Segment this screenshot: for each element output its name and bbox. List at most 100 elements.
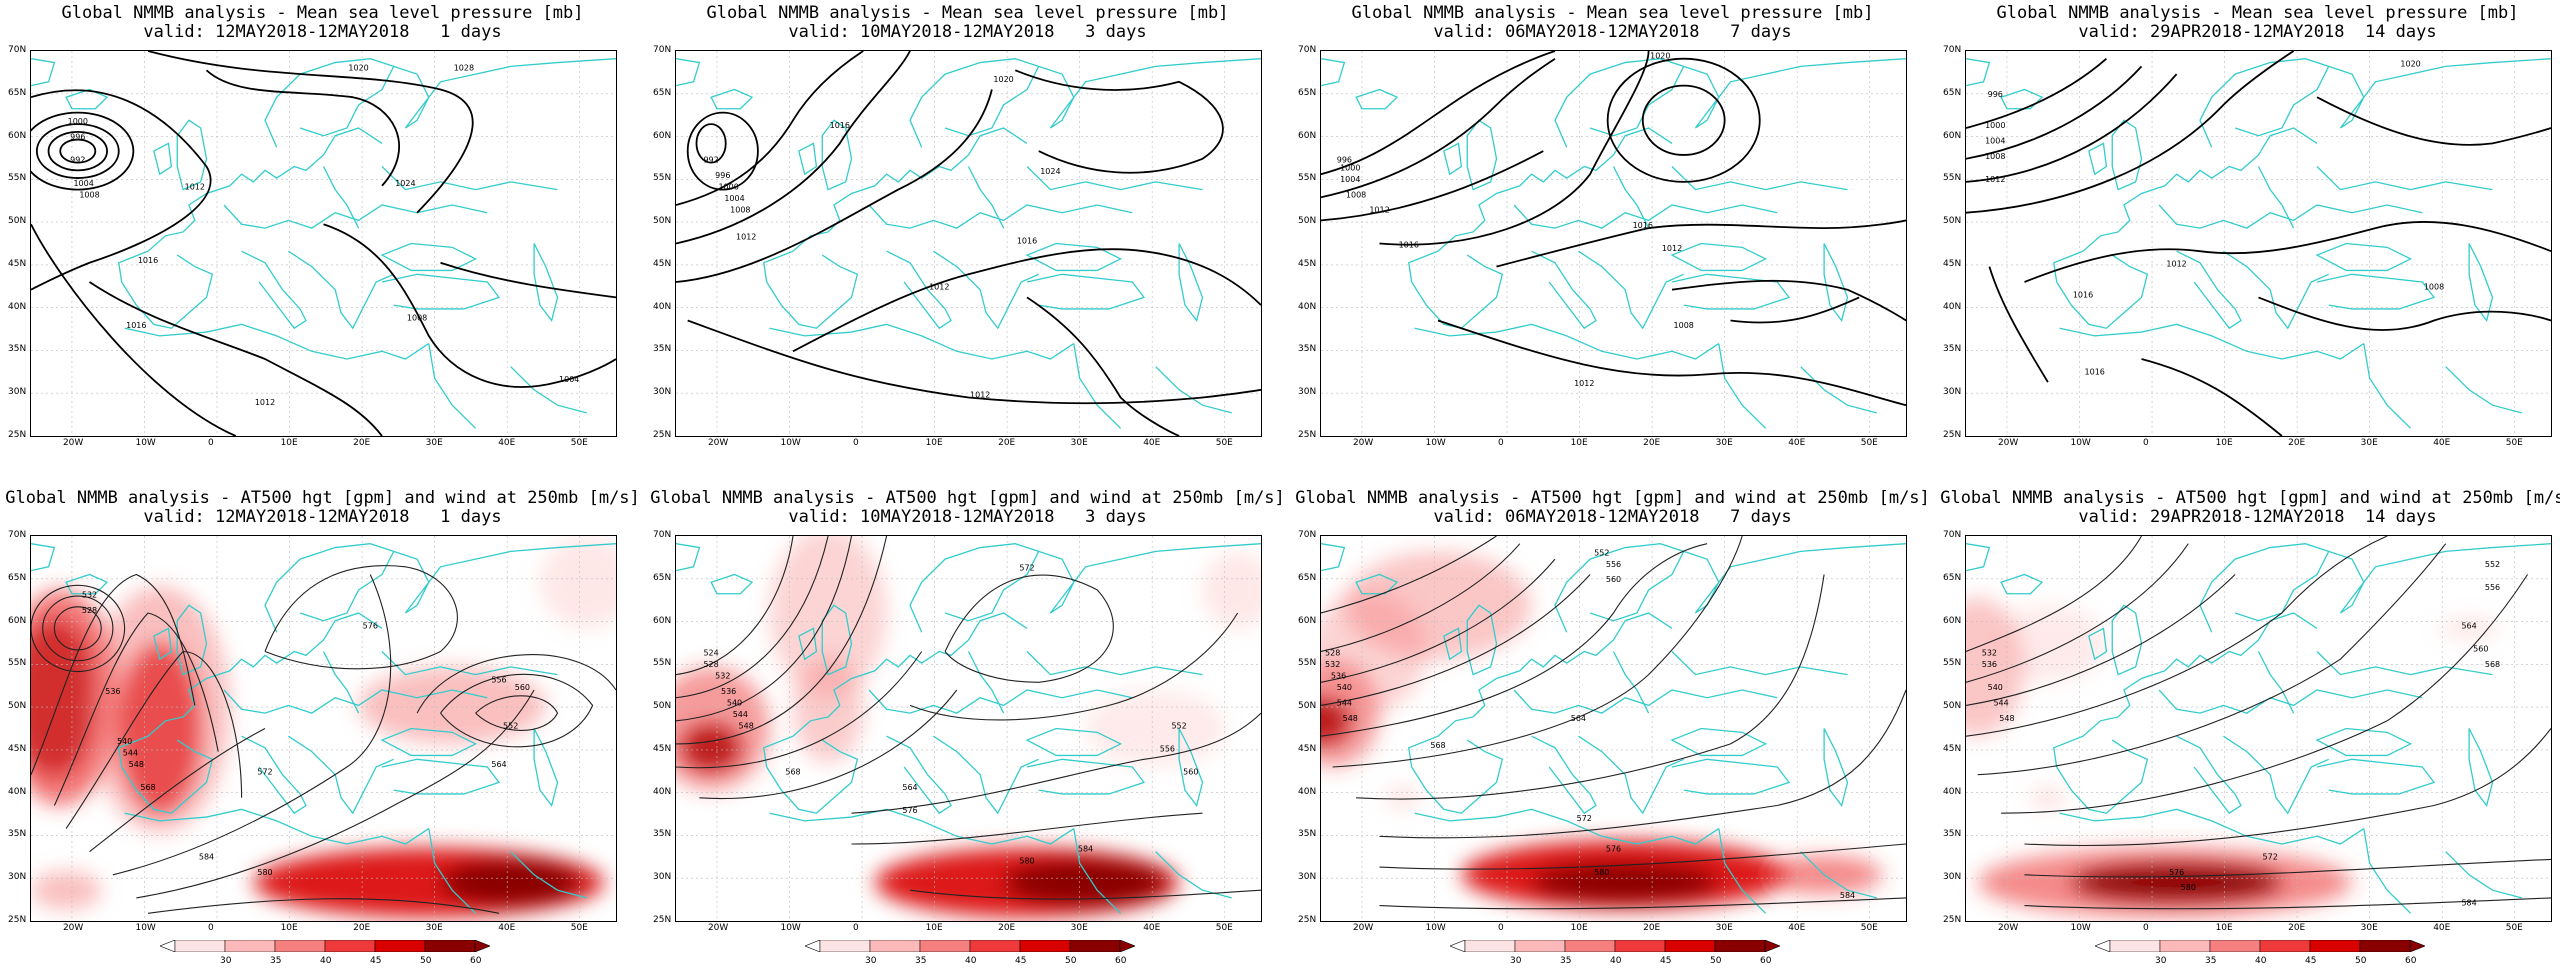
height-contour	[265, 566, 457, 669]
contour-label: 1012	[1985, 175, 2005, 184]
lon-label: 30E	[425, 923, 443, 933]
lon-label: 50E	[1860, 438, 1878, 448]
isobar	[2025, 222, 2552, 282]
colorbar-swatch	[1614, 940, 1666, 952]
map-frame: 992 996 1000 1004 1008 1012 1016 1020 1024 1012 10…	[675, 50, 1262, 437]
colorbar-label: 45	[1015, 956, 1027, 966]
colorbar-swatch	[2209, 940, 2261, 952]
isobar	[1438, 321, 1906, 406]
isobar	[1497, 220, 1907, 266]
graticule	[31, 536, 616, 921]
height-contour	[1321, 544, 1707, 737]
panel-title-line2: valid: 06MAY2018-12MAY2018 7 days	[1433, 507, 1792, 527]
height-contour	[676, 536, 793, 675]
lon-label: 10E	[925, 438, 943, 448]
contour-label: 560	[1606, 575, 1621, 584]
lon-label: 10E	[1570, 923, 1588, 933]
lat-label: 60N	[8, 130, 27, 141]
height-contour	[113, 575, 391, 875]
colorbar-label: 30	[220, 956, 232, 966]
contour-label: 1020	[348, 63, 368, 72]
contour-label: 1012	[1574, 379, 1594, 388]
contour-label: 544	[1993, 698, 2008, 707]
wind-speed-area	[1321, 589, 1427, 714]
lat-label: 25N	[1298, 915, 1317, 925]
lon-label: 50E	[1860, 923, 1878, 933]
colorbar-swatch	[1714, 940, 1766, 952]
colorbar-label: 60	[2405, 956, 2417, 966]
panel-title-line1: Global NMMB analysis - AT500 hgt [gpm] a…	[650, 488, 1285, 508]
colorbar-swatch	[2259, 940, 2311, 952]
lat-label: 55N	[1943, 173, 1962, 184]
lat-label: 30N	[653, 387, 672, 398]
lat-label: 70N	[1943, 530, 1962, 540]
contour-label: 576	[2169, 868, 2184, 877]
lon-label: 10E	[925, 923, 943, 933]
lon-label: 10W	[135, 923, 156, 933]
at500-panel-4: Global NMMB analysis - AT500 hgt [gpm] a…	[1935, 485, 2560, 970]
contours	[676, 536, 1261, 899]
colorbar-label: 60	[1115, 956, 1127, 966]
contour-label: 552	[503, 722, 518, 731]
contour-label: 1012	[1369, 206, 1389, 215]
lon-label: 20W	[707, 438, 729, 448]
lat-label: 45N	[1943, 258, 1962, 269]
lat-label: 25N	[653, 915, 672, 925]
mslp-panel-1: Global NMMB analysis - Mean sea level pr…	[0, 0, 645, 485]
contour-label: 992	[70, 156, 85, 165]
colorbar-label: 30	[1510, 956, 1522, 966]
lat-label: 65N	[1943, 87, 1962, 98]
lon-label: 30E	[1070, 923, 1088, 933]
map-frame: 532 536 540 544 548 552 556 560 564 568 572 576 580 5…	[1965, 535, 2552, 922]
height-contour	[1356, 575, 1824, 799]
lon-label: 20W	[62, 438, 84, 448]
lon-label: 50E	[2505, 923, 2523, 933]
isobar	[31, 113, 133, 190]
isobar	[1643, 86, 1725, 155]
panel-title-line1: Global NMMB analysis - Mean sea level pr…	[706, 3, 1229, 23]
lon-label: 0	[2143, 438, 2149, 448]
panel-title: Global NMMB analysis - AT500 hgt [gpm] a…	[0, 489, 645, 527]
lat-label: 30N	[653, 872, 672, 883]
lat-label: 45N	[653, 743, 672, 754]
map-canvas: 528 532 536 540 544 548 552 556 560 564 568 572 576 5…	[1321, 536, 1906, 921]
lon-label: 10W	[780, 438, 801, 448]
contour-label: 568	[2485, 660, 2500, 669]
colorbar-label: 50	[1710, 956, 1722, 966]
contour-label: 1004	[1985, 136, 2005, 145]
panel-title-line2: valid: 29APR2018-12MAY2018 14 days	[2078, 507, 2437, 527]
panel-title-line2: valid: 06MAY2018-12MAY2018 7 days	[1433, 22, 1792, 42]
graticule	[1966, 536, 2551, 921]
lat-label: 40N	[8, 301, 27, 312]
lat-label: 30N	[1298, 387, 1317, 398]
lon-label: 50E	[570, 923, 588, 933]
colorbar-swatch	[2359, 940, 2411, 952]
height-contour	[31, 585, 125, 671]
contour-label: 1000	[1340, 163, 1360, 172]
graticule	[1966, 51, 2551, 436]
panel-title-line1: Global NMMB analysis - AT500 hgt [gpm] a…	[1940, 488, 2560, 508]
wind-shading	[31, 536, 616, 918]
contours	[31, 51, 616, 436]
isobar	[1966, 66, 2142, 158]
contour-label: 1000	[68, 117, 88, 126]
map-frame: 996 1000 1004 1008 1012 1016 1020 1012 1008 1016	[1965, 50, 2552, 437]
lon-label: 10W	[780, 923, 801, 933]
colorbar-swatch	[2109, 940, 2161, 952]
contour-label: 556	[1160, 745, 1175, 754]
lon-label: 30E	[1715, 923, 1733, 933]
contours	[676, 51, 1261, 436]
lon-label: 10W	[2070, 438, 2091, 448]
lat-label: 30N	[1943, 387, 1962, 398]
contour-label: 1016	[1399, 240, 1419, 249]
colorbar-swatch	[1514, 940, 1566, 952]
panel-title-line2: valid: 12MAY2018-12MAY2018 1 days	[143, 507, 502, 527]
isobar	[31, 224, 236, 436]
map-frame: 996 1000 1004 1008 1012 1016 1020 1016 1012 1008 1…	[1320, 50, 1907, 437]
lat-label: 70N	[1298, 45, 1317, 55]
contour-label: 560	[2473, 645, 2488, 654]
contour-label: 1008	[407, 314, 427, 323]
contour-label: 584	[1078, 845, 1093, 854]
contour-label: 536	[105, 687, 120, 696]
colorbar-swatch	[919, 940, 971, 952]
